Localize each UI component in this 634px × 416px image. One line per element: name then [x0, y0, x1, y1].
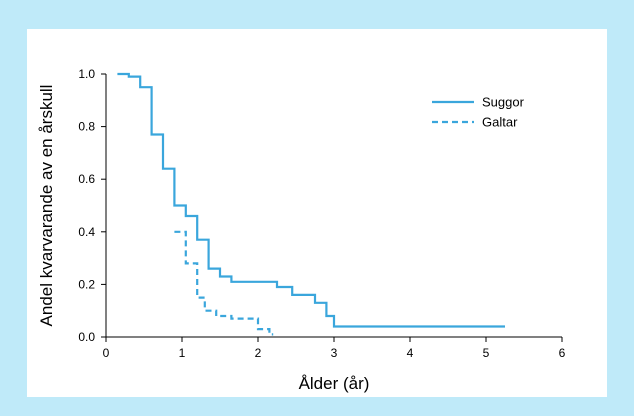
y-tick-label: 0.4 — [78, 225, 95, 239]
x-tick-label: 4 — [407, 346, 414, 360]
y-axis-title: Andel kvarvarande av en årskull — [37, 85, 56, 327]
x-tick-label: 0 — [103, 346, 110, 360]
x-tick-label: 5 — [483, 346, 490, 360]
y-tick-label: 1.0 — [78, 67, 95, 81]
legend-label-suggor: Suggor — [482, 95, 525, 110]
series-layer — [117, 72, 505, 336]
x-tick-label: 3 — [331, 346, 338, 360]
series-line-suggor — [117, 72, 505, 328]
series-line-galtar — [174, 230, 274, 336]
x-tick-label: 2 — [255, 346, 262, 360]
x-tick-label: 6 — [559, 346, 566, 360]
legend: Suggor Galtar — [432, 95, 525, 130]
chart-panel: 0 1 2 3 4 5 6 0.0 0.2 0.4 0.6 0.8 1.0 Ålder (år) An… — [27, 29, 607, 397]
y-ticks: 0.0 0.2 0.4 0.6 0.8 1.0 — [78, 67, 106, 344]
y-tick-label: 0.2 — [78, 277, 95, 291]
legend-label-galtar: Galtar — [482, 115, 518, 130]
x-axis-title: Ålder (år) — [299, 374, 370, 393]
survival-chart: 0 1 2 3 4 5 6 0.0 0.2 0.4 0.6 0.8 1.0 Ålder (år) An… — [37, 67, 566, 393]
y-tick-label: 0.8 — [78, 120, 95, 134]
x-ticks: 0 1 2 3 4 5 6 — [103, 337, 566, 360]
y-tick-label: 0.0 — [78, 330, 95, 344]
x-tick-label: 1 — [179, 346, 186, 360]
y-tick-label: 0.6 — [78, 172, 95, 186]
